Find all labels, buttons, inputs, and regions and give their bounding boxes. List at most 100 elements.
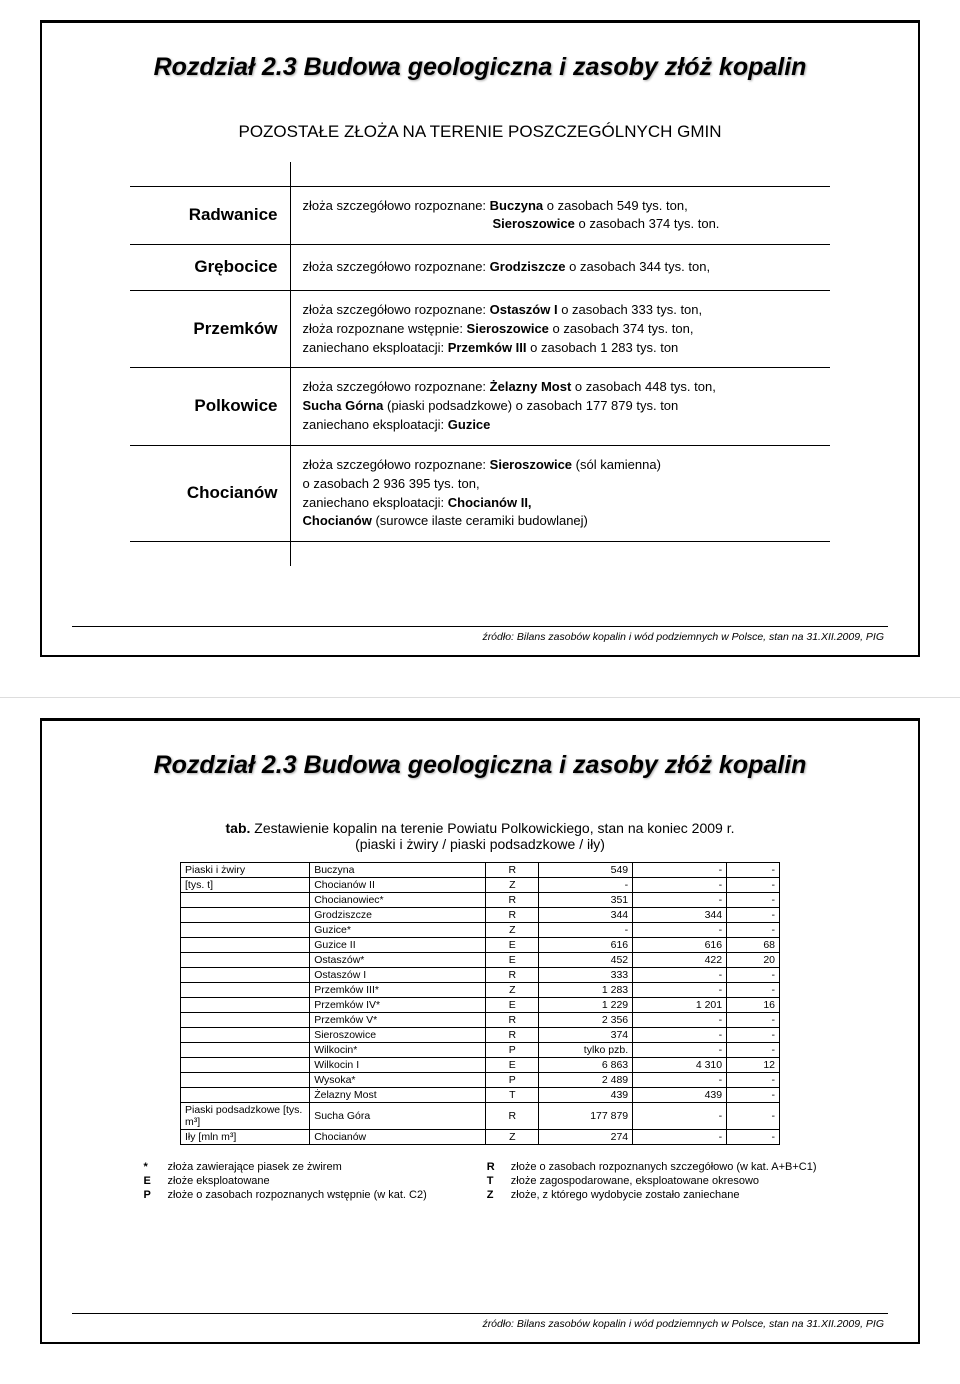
table-cell: tylko pzb. [539, 1042, 633, 1057]
gmina-desc: złoża szczegółowo rozpoznane: Ostaszów I… [290, 290, 830, 368]
table-row: Żelazny MostT439439- [181, 1087, 780, 1102]
table-cell: Sieroszowice [310, 1027, 486, 1042]
table-cell: Guzice II [310, 937, 486, 952]
gmina-label: Przemków [130, 290, 290, 368]
table-cell [181, 937, 310, 952]
chapter-title-2: Rozdział 2.3 Budowa geologiczna i zasoby… [72, 751, 888, 780]
legend-value: złoże o zasobach rozpoznanych szczegółow… [511, 1161, 817, 1173]
table-cell: P [486, 1072, 539, 1087]
table-cell: - [727, 1129, 780, 1144]
table-row: Ostaszów IR333-- [181, 967, 780, 982]
slide2-source: źródło: Bilans zasobów kopalin i wód pod… [72, 1313, 888, 1332]
legend: *złoża zawierające piasek ze żwiremEzłoż… [72, 1161, 888, 1203]
table-cell: - [727, 877, 780, 892]
table-cell [181, 1057, 310, 1072]
table-cell: - [539, 877, 633, 892]
table-cell: Przemków III* [310, 982, 486, 997]
table-cell: - [727, 907, 780, 922]
legend-key: R [487, 1161, 501, 1173]
legend-value: złoża zawierające piasek ze żwirem [168, 1161, 342, 1173]
table-cell: 616 [539, 937, 633, 952]
table-row: Wilkocin*Ptylko pzb.-- [181, 1042, 780, 1057]
legend-right: Rzłoże o zasobach rozpoznanych szczegóło… [487, 1161, 817, 1203]
table-cell: E [486, 952, 539, 967]
table-cell [181, 997, 310, 1012]
table-cell: 2 489 [539, 1072, 633, 1087]
legend-key: P [144, 1189, 158, 1201]
data-table-wrap: Piaski i żwiryBuczynaR549--[tys. t]Choci… [72, 862, 888, 1145]
table-cell: Z [486, 877, 539, 892]
table-cell: Ostaszów* [310, 952, 486, 967]
table-cell: 374 [539, 1027, 633, 1042]
gmina-label: Grębocice [130, 245, 290, 291]
table-caption: tab. Zestawienie kopalin na terenie Powi… [72, 820, 888, 852]
table-cell: R [486, 862, 539, 877]
table-cell: 68 [727, 937, 780, 952]
table-cell: Iły [mln m³] [181, 1129, 310, 1144]
table-cell: - [727, 892, 780, 907]
table-cell: - [633, 922, 727, 937]
table-cell: 2 356 [539, 1012, 633, 1027]
table-cell: 439 [539, 1087, 633, 1102]
slide-divider [0, 697, 960, 698]
table-cell: Piaski i żwiry [181, 862, 310, 877]
table-cell [181, 1087, 310, 1102]
table-cell: Chocianów [310, 1129, 486, 1144]
table-cell: 16 [727, 997, 780, 1012]
table-cell: - [727, 1042, 780, 1057]
table-cell: 333 [539, 967, 633, 982]
table-cell: - [539, 922, 633, 937]
table-cell: Żelazny Most [310, 1087, 486, 1102]
table-cell: 1 283 [539, 982, 633, 997]
table-cell: - [633, 1129, 727, 1144]
legend-row: Pzłoże o zasobach rozpoznanych wstępnie … [144, 1189, 427, 1201]
table-cell: 344 [539, 907, 633, 922]
table-cell: E [486, 997, 539, 1012]
table-cell: - [633, 967, 727, 982]
table-cell: [tys. t] [181, 877, 310, 892]
table-cell: Przemków V* [310, 1012, 486, 1027]
table-cell: Z [486, 922, 539, 937]
table-cell: Wilkocin* [310, 1042, 486, 1057]
table-cell [181, 952, 310, 967]
legend-key: Z [487, 1189, 501, 1201]
table-row: Przemków V*R2 356-- [181, 1012, 780, 1027]
table-cell: 12 [727, 1057, 780, 1072]
table-row: Guzice*Z--- [181, 922, 780, 937]
table-cell: - [633, 1042, 727, 1057]
table-cell: - [633, 1102, 727, 1129]
legend-value: złoże eksploatowane [168, 1175, 270, 1187]
table-cell: 616 [633, 937, 727, 952]
legend-key: * [144, 1161, 158, 1173]
table-cell: - [633, 862, 727, 877]
table-cell: - [727, 1072, 780, 1087]
legend-value: złoże o zasobach rozpoznanych wstępnie (… [168, 1189, 427, 1201]
table-row: Chocianowiec*R351-- [181, 892, 780, 907]
table-cell: 549 [539, 862, 633, 877]
table-cell: T [486, 1087, 539, 1102]
table-cell: R [486, 967, 539, 982]
table-cell: - [727, 967, 780, 982]
slide1-source: źródło: Bilans zasobów kopalin i wód pod… [72, 626, 888, 645]
table-cell: - [727, 862, 780, 877]
table-cell [181, 1012, 310, 1027]
table-cell: Przemków IV* [310, 997, 486, 1012]
table-cell: Ostaszów I [310, 967, 486, 982]
table-cell: Buczyna [310, 862, 486, 877]
table-cell: E [486, 937, 539, 952]
table-row: GrodziszczeR344344- [181, 907, 780, 922]
table-cell: Wysoka* [310, 1072, 486, 1087]
gmina-desc: złoża szczegółowo rozpoznane: Żelazny Mo… [290, 368, 830, 446]
table-cell: - [727, 1102, 780, 1129]
gmina-table: Radwanicezłoża szczegółowo rozpoznane: B… [130, 162, 830, 566]
legend-value: złoże zagospodarowane, eksploatowane okr… [511, 1175, 759, 1187]
table-row: [tys. t]Chocianów IIZ--- [181, 877, 780, 892]
table-cell: R [486, 1102, 539, 1129]
table-cell: - [633, 1012, 727, 1027]
table-cell: 274 [539, 1129, 633, 1144]
legend-row: * złoża zawierające piasek ze żwirem [144, 1161, 427, 1173]
table-cell: Grodziszcze [310, 907, 486, 922]
table-cell: Z [486, 1129, 539, 1144]
table-cell [181, 1042, 310, 1057]
table-cell [181, 892, 310, 907]
